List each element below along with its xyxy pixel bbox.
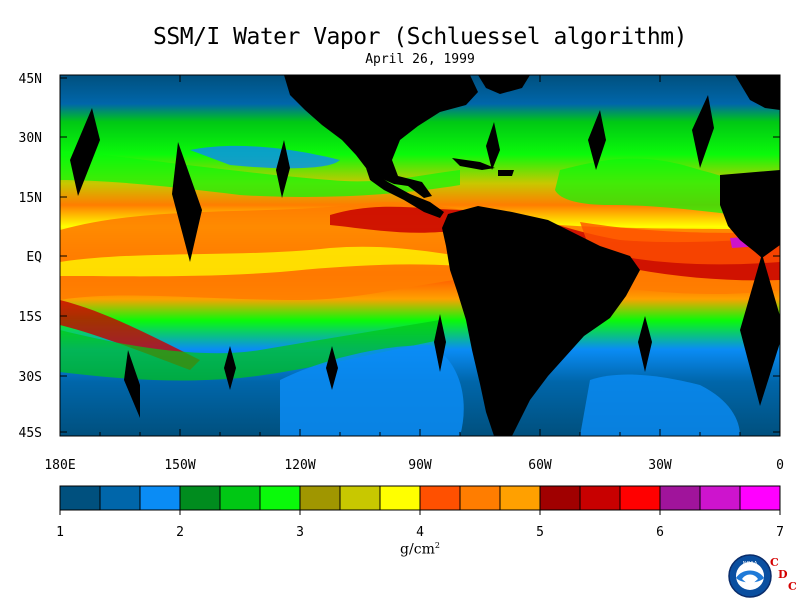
longitude-tick-label: 150W bbox=[164, 458, 195, 473]
latitude-tick-label: 45S bbox=[19, 426, 42, 441]
colorbar-swatch bbox=[499, 485, 541, 511]
swath-gap bbox=[70, 108, 100, 196]
svg-text:NOAA: NOAA bbox=[743, 561, 758, 567]
dry-patch-south bbox=[280, 345, 464, 436]
colorbar-tick-label: 6 bbox=[656, 525, 664, 540]
atlantic-warm-band bbox=[580, 222, 780, 265]
longitude-tick-label: 60W bbox=[528, 458, 552, 473]
green-subtropic-north bbox=[60, 150, 460, 197]
swath-gap bbox=[692, 95, 714, 168]
cdc-letter-c2: C bbox=[788, 580, 797, 593]
latitude-tick-label: EQ bbox=[26, 250, 42, 265]
noaa-logo: NOAA bbox=[728, 554, 772, 598]
swath-gap bbox=[326, 346, 338, 390]
colorbar-swatch bbox=[459, 485, 501, 511]
longitude-tick-label: 90W bbox=[408, 458, 432, 473]
swath-gap bbox=[588, 110, 606, 170]
greenland-landmass bbox=[478, 75, 530, 94]
longitude-tick-label: 120W bbox=[284, 458, 315, 473]
colorbar-swatch bbox=[259, 485, 301, 511]
colorbar-tick-label: 3 bbox=[296, 525, 304, 540]
green-subtropic-south bbox=[60, 320, 440, 381]
hispaniola-island bbox=[498, 170, 514, 176]
latitude-tick-label: 15S bbox=[19, 310, 42, 325]
swath-gap bbox=[172, 142, 202, 262]
longitude-tick-label: 30W bbox=[648, 458, 672, 473]
colorbar-swatch bbox=[539, 485, 581, 511]
latitude-axis: 45N 30N 15N EQ 15S 30S 45S bbox=[19, 72, 780, 441]
colorbar-swatch bbox=[59, 485, 101, 511]
map-date: April 26, 1999 bbox=[365, 52, 475, 67]
colorbar-swatch bbox=[179, 485, 221, 511]
yellow-band bbox=[60, 246, 460, 277]
swath-gap bbox=[124, 350, 140, 418]
map-area bbox=[60, 75, 780, 436]
longitude-tick-label: 180E bbox=[44, 458, 75, 473]
swath-gap bbox=[434, 314, 446, 372]
colorbar-swatch bbox=[339, 485, 381, 511]
south-america-landmass bbox=[442, 206, 640, 436]
colorbar-swatch bbox=[299, 485, 341, 511]
colorbar-swatch bbox=[379, 485, 421, 511]
colorbar-unit-label: g/cm2 bbox=[400, 541, 440, 558]
longitude-axis: 180E 150W 120W 90W 60W 30W 0 bbox=[44, 75, 784, 473]
africa-landmass bbox=[720, 170, 780, 258]
iberia-landmass bbox=[735, 75, 780, 110]
latitude-tick-label: 30S bbox=[19, 370, 42, 385]
cdc-letter-d: D bbox=[778, 568, 788, 581]
swath-gap bbox=[276, 140, 290, 198]
central-america-landmass bbox=[366, 168, 444, 218]
north-america-landmass bbox=[284, 75, 478, 198]
swath-gap bbox=[486, 122, 500, 170]
colorbar-swatch bbox=[619, 485, 661, 511]
latitude-tick-label: 30N bbox=[19, 131, 42, 146]
colorbar-swatch bbox=[219, 485, 261, 511]
dry-patch-atlantic-south bbox=[580, 374, 740, 436]
colorbar-swatch bbox=[699, 485, 741, 511]
colorbar-tick-label: 2 bbox=[176, 525, 184, 540]
cuba-island bbox=[452, 158, 495, 170]
dry-patch-north bbox=[190, 145, 340, 169]
swath-gap bbox=[638, 316, 652, 372]
colorbar-tick-label: 4 bbox=[416, 525, 424, 540]
colorbar-ticks: 1 2 3 4 5 6 7 bbox=[56, 510, 784, 540]
colorbar-swatch bbox=[419, 485, 461, 511]
colorbar-swatch bbox=[579, 485, 621, 511]
colorbar-tick-label: 5 bbox=[536, 525, 544, 540]
longitude-tick-label: 0 bbox=[776, 458, 784, 473]
swath-gap bbox=[740, 254, 780, 406]
colorbar-swatch bbox=[659, 485, 701, 511]
colorbar-tick-label: 7 bbox=[776, 525, 784, 540]
cdc-letter-c1: C bbox=[770, 556, 779, 569]
colorbar-swatch bbox=[139, 485, 181, 511]
latitude-tick-label: 15N bbox=[19, 191, 42, 206]
latitude-tick-label: 45N bbox=[19, 72, 42, 87]
map-title: SSM/I Water Vapor (Schluessel algorithm) bbox=[153, 24, 687, 50]
colorbar-tick-label: 1 bbox=[56, 525, 64, 540]
colorbar-swatch bbox=[739, 485, 781, 511]
swath-gap bbox=[224, 346, 236, 390]
colorbar bbox=[59, 485, 781, 511]
colorbar-swatch bbox=[99, 485, 141, 511]
